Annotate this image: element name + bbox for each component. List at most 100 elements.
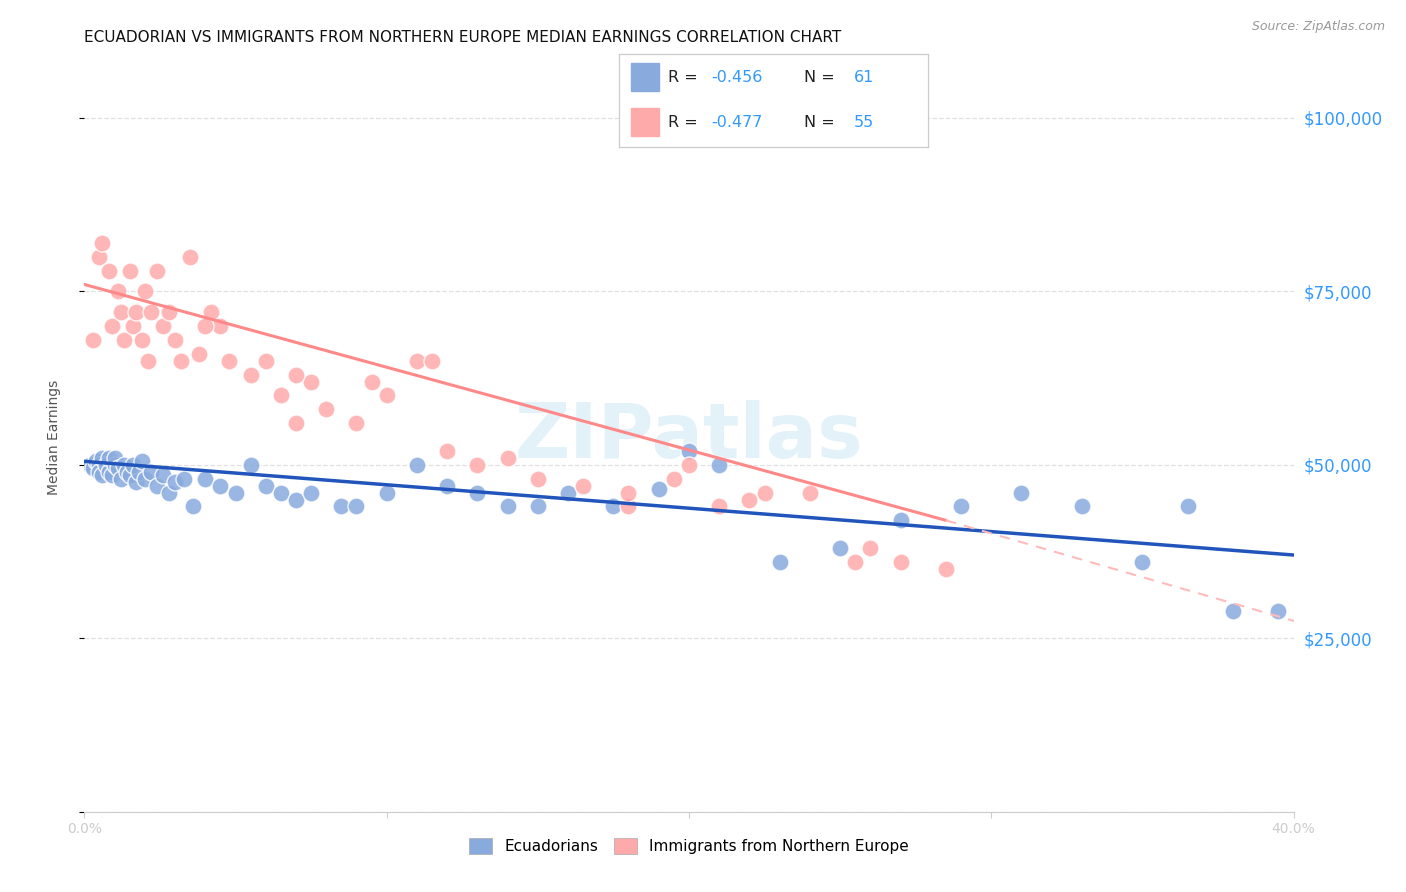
Point [890, 513, 912, 527]
Point [136, 353, 159, 368]
Point [165, 475, 187, 490]
Point [754, 485, 776, 500]
Point [315, 402, 337, 417]
Point [139, 305, 162, 319]
Y-axis label: Median Earnings: Median Earnings [46, 379, 60, 495]
Point [112, 458, 135, 472]
Point [134, 285, 156, 299]
Point [89, 465, 111, 479]
Point [157, 485, 180, 500]
Point [91, 450, 114, 465]
Text: ECUADORIAN VS IMMIGRANTS FROM NORTHERN EUROPE MEDIAN EARNINGS CORRELATION CHART: ECUADORIAN VS IMMIGRANTS FROM NORTHERN E… [84, 29, 842, 45]
Point [157, 305, 180, 319]
Point [125, 305, 148, 319]
Point [118, 263, 141, 277]
Point [527, 472, 550, 486]
Point [769, 555, 792, 569]
Point [118, 468, 141, 483]
Point [97, 450, 120, 465]
Point [200, 305, 222, 319]
Point [94, 458, 117, 472]
Point [121, 319, 143, 334]
Point [194, 472, 217, 486]
Point [436, 478, 458, 492]
Point [270, 485, 292, 500]
Point [572, 478, 595, 492]
Point [436, 444, 458, 458]
Point [662, 472, 685, 486]
Point [648, 482, 671, 496]
Point [360, 375, 382, 389]
Point [285, 368, 308, 382]
Point [496, 500, 519, 514]
Text: -0.477: -0.477 [711, 115, 763, 130]
Point [346, 416, 368, 430]
Point [110, 472, 132, 486]
Point [112, 333, 135, 347]
Point [678, 444, 700, 458]
Point [91, 235, 114, 250]
Point [1177, 500, 1199, 514]
Point [254, 353, 277, 368]
Point [617, 485, 640, 500]
Point [100, 319, 122, 334]
Point [104, 458, 127, 472]
Text: R =: R = [668, 115, 703, 130]
Point [709, 500, 731, 514]
Point [104, 450, 127, 465]
Point [165, 333, 187, 347]
Point [557, 485, 579, 500]
Point [617, 500, 640, 514]
Text: N =: N = [804, 70, 841, 86]
Point [844, 555, 866, 569]
Bar [631, 108, 659, 136]
Point [209, 319, 232, 334]
Point [1267, 603, 1289, 617]
Point [121, 458, 143, 472]
Point [89, 458, 111, 472]
Point [299, 485, 322, 500]
Text: R =: R = [668, 70, 703, 86]
Point [131, 454, 153, 468]
Point [194, 319, 217, 334]
Point [128, 465, 150, 479]
Point [110, 305, 132, 319]
Point [134, 472, 156, 486]
Point [709, 458, 731, 472]
Point [82, 333, 104, 347]
Point [527, 500, 550, 514]
Point [1222, 603, 1244, 617]
Text: 61: 61 [853, 70, 875, 86]
Point [467, 485, 489, 500]
Text: -0.456: -0.456 [711, 70, 763, 86]
Text: Source: ZipAtlas.com: Source: ZipAtlas.com [1251, 20, 1385, 33]
Point [799, 485, 821, 500]
Point [346, 500, 368, 514]
Point [859, 541, 882, 555]
Point [239, 458, 262, 472]
Point [82, 461, 104, 475]
Point [830, 541, 852, 555]
Text: 55: 55 [853, 115, 875, 130]
Point [125, 475, 148, 490]
Point [1130, 555, 1153, 569]
Point [107, 285, 129, 299]
Point [890, 555, 912, 569]
Point [420, 353, 443, 368]
Point [209, 478, 232, 492]
Bar [631, 63, 659, 91]
Point [270, 388, 292, 402]
Point [225, 485, 247, 500]
Point [107, 461, 129, 475]
Point [179, 250, 201, 264]
Point [1011, 485, 1033, 500]
Point [97, 263, 120, 277]
Point [91, 468, 114, 483]
Point [496, 450, 519, 465]
Point [152, 319, 174, 334]
Point [100, 468, 122, 483]
Legend: Ecuadorians, Immigrants from Northern Europe: Ecuadorians, Immigrants from Northern Eu… [463, 832, 915, 860]
Point [285, 492, 308, 507]
Text: ZIPatlas: ZIPatlas [515, 401, 863, 474]
Point [375, 388, 398, 402]
